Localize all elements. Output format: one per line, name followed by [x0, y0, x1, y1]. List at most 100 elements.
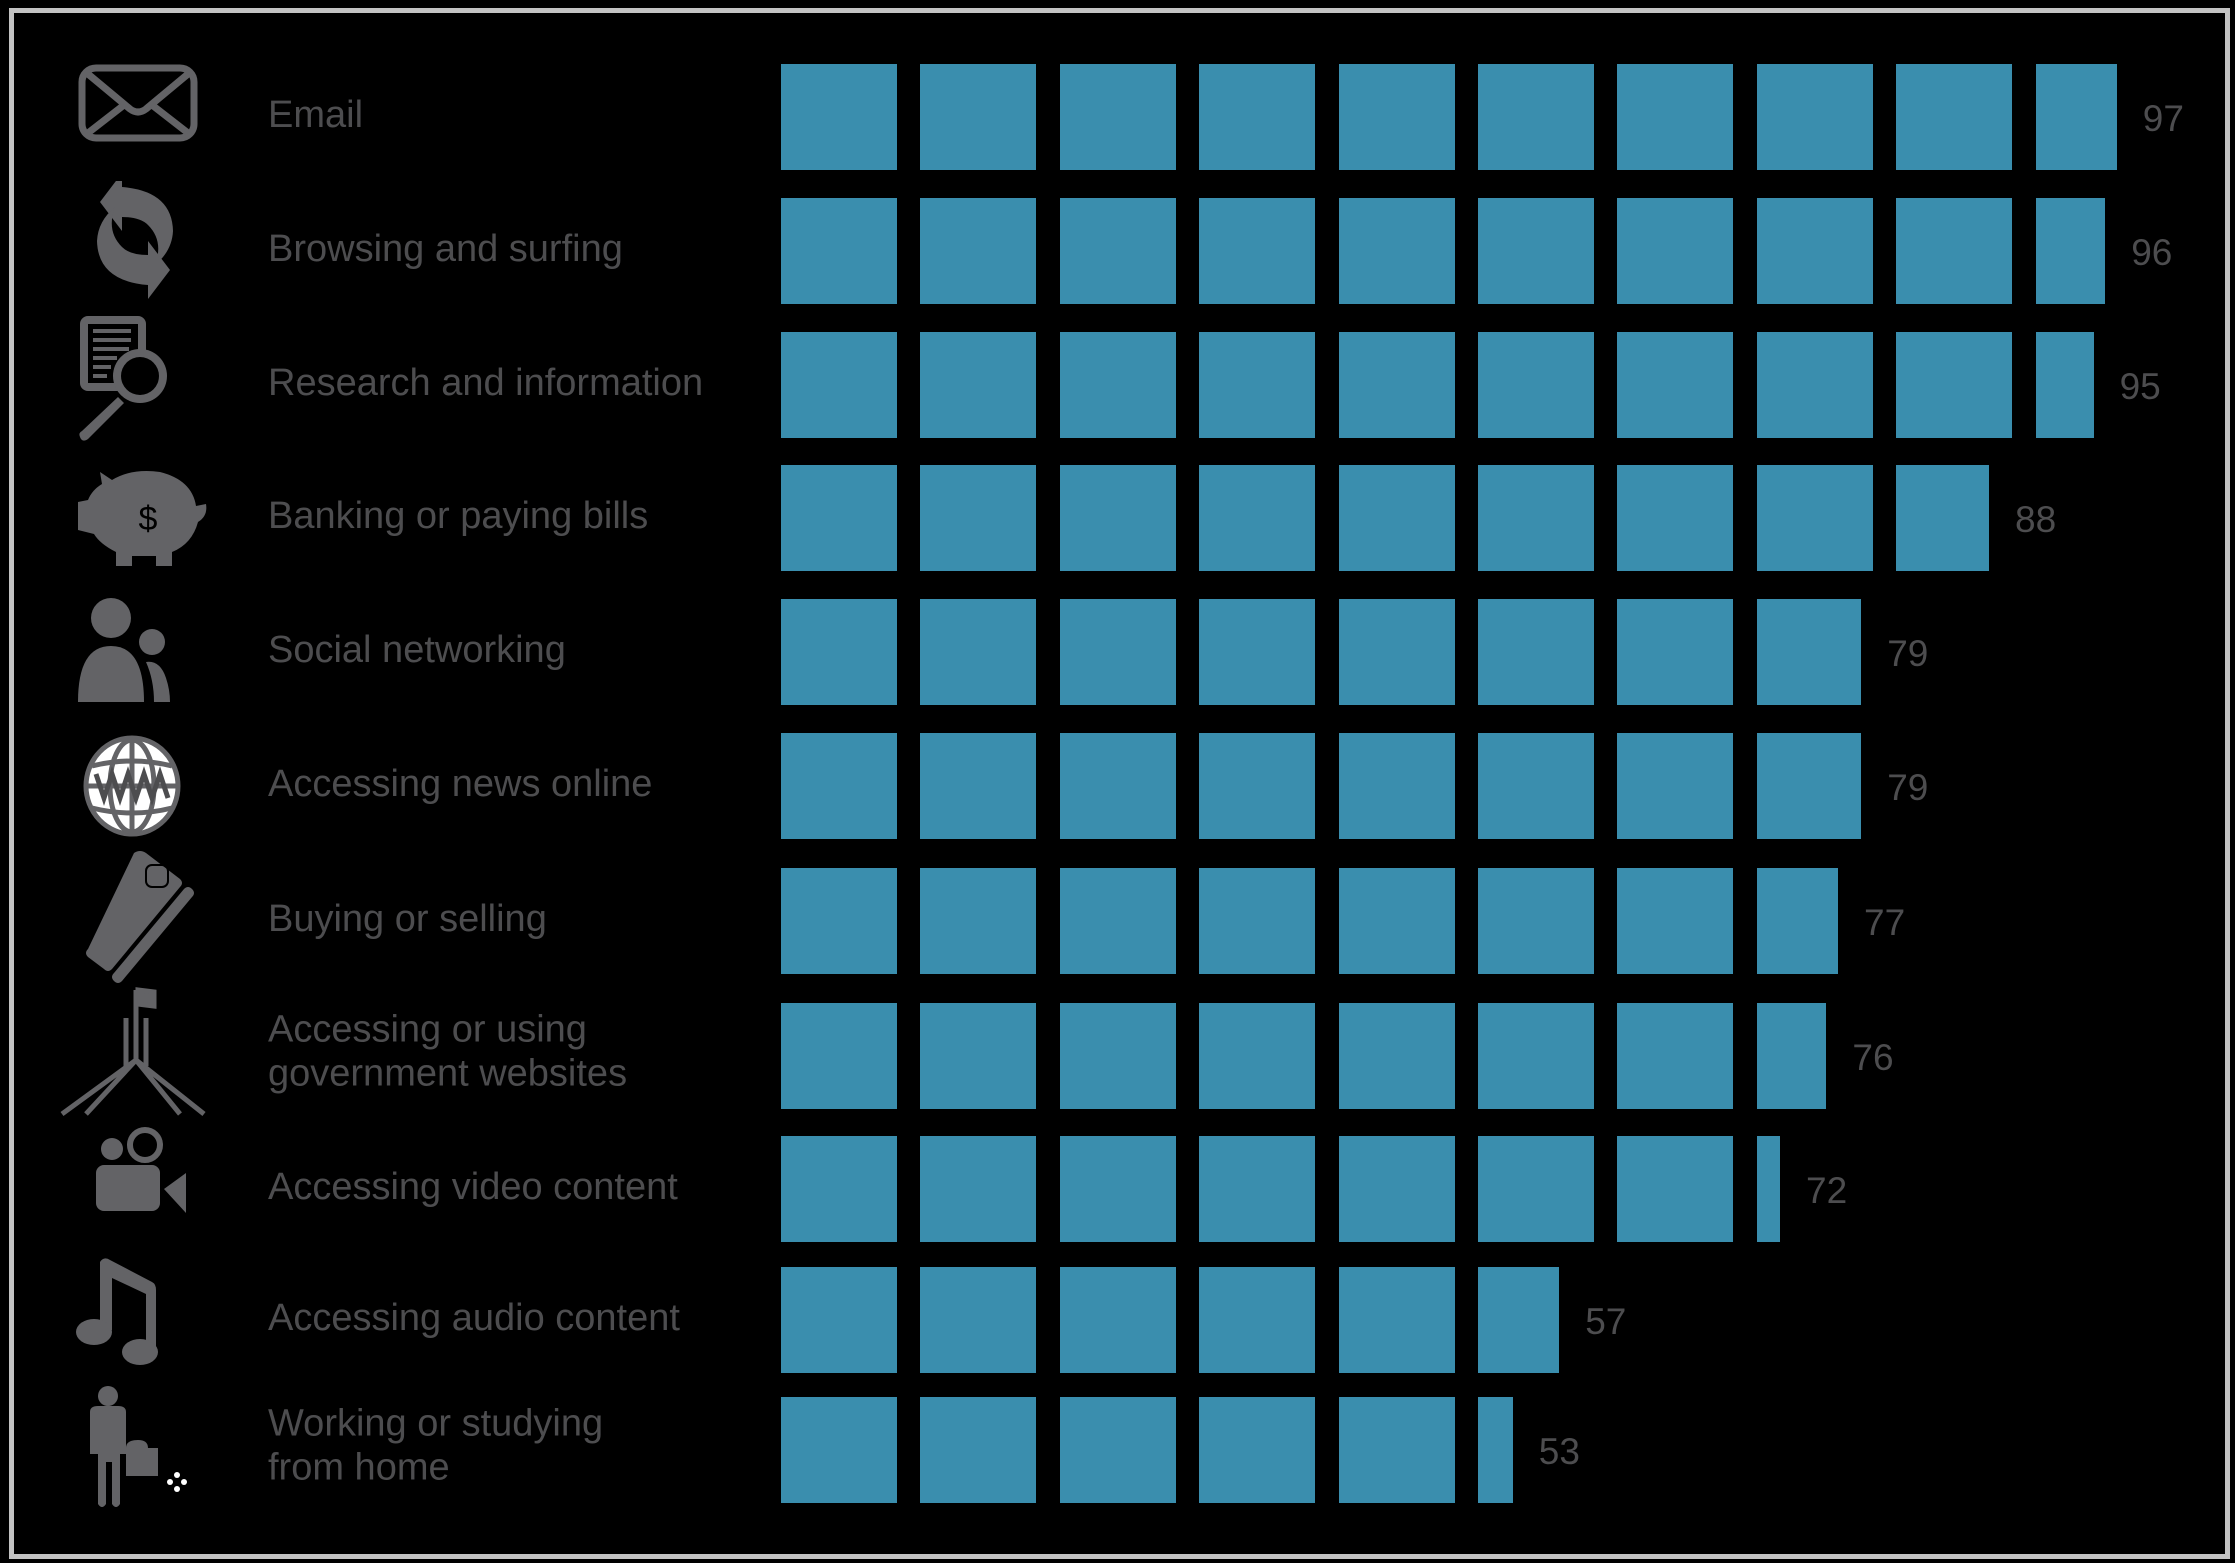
bar-block — [920, 599, 1037, 705]
chart-frame — [9, 8, 2230, 1559]
bar-block — [1338, 1397, 1455, 1503]
bar-block — [1478, 733, 1594, 839]
bar-block — [1896, 332, 2013, 438]
bar-block — [1059, 332, 1176, 438]
bar-block — [1617, 1136, 1734, 1242]
category-label-line: Email — [268, 93, 364, 136]
bar-block — [1338, 465, 1455, 571]
music-note-icon — [60, 1250, 210, 1390]
category-label: Research and information — [268, 361, 703, 405]
envelope-icon — [60, 47, 210, 187]
bar-block — [1338, 64, 1455, 170]
bar-block — [920, 198, 1037, 304]
bar-block — [1617, 465, 1734, 571]
bar-block — [1756, 465, 1873, 571]
bar-block — [1478, 465, 1594, 571]
bar-block — [1478, 198, 1594, 304]
bar-block — [781, 1003, 897, 1109]
bar-block — [1199, 64, 1316, 170]
bar-block — [2035, 332, 2094, 438]
bar-block — [1478, 64, 1594, 170]
credit-card-icon — [60, 851, 210, 991]
bar-block — [1059, 868, 1176, 974]
bar-block — [1617, 868, 1734, 974]
piggy-bank-icon: $ — [60, 448, 210, 588]
people-icon — [60, 582, 210, 722]
category-label-line: Social networking — [268, 628, 566, 671]
value-label: 57 — [1585, 1301, 1627, 1342]
bar-block — [1199, 1136, 1316, 1242]
category-label: Accessing audio content — [268, 1296, 680, 1340]
parliament-house-icon — [60, 986, 210, 1126]
bar-block — [1199, 1003, 1316, 1109]
bar-block — [1478, 868, 1594, 974]
bar-block — [920, 733, 1037, 839]
bar-block — [1756, 733, 1862, 839]
value-label: 96 — [2131, 232, 2173, 273]
bar-block — [2035, 198, 2106, 304]
bar-block — [1756, 868, 1838, 974]
globe-www-icon — [60, 716, 210, 856]
value-label: 79 — [1887, 767, 1929, 808]
chart-row: Research and information 95 — [0, 316, 2235, 441]
bar-block — [1756, 64, 1873, 170]
bar-block — [920, 1003, 1037, 1109]
bar-block — [920, 1136, 1037, 1242]
bar-block — [781, 1136, 897, 1242]
bar-block — [1338, 733, 1455, 839]
category-label: Working or studying from home — [268, 1402, 603, 1490]
bar-block — [1199, 198, 1316, 304]
bar-block — [920, 465, 1037, 571]
category-label-line: Accessing video content — [268, 1165, 678, 1208]
category-label: Buying or selling — [268, 897, 547, 941]
chart-row: Accessing news online 79 — [0, 733, 2235, 839]
bar-block — [1617, 599, 1734, 705]
category-label: Banking or paying bills — [268, 494, 648, 538]
category-label-line: Working or studying — [268, 1402, 604, 1445]
value-label: 76 — [1852, 1037, 1894, 1078]
bar-block — [1756, 1136, 1780, 1242]
bar-block — [1338, 198, 1455, 304]
category-label-line: Accessing audio content — [268, 1296, 680, 1339]
bar-block — [781, 64, 897, 170]
bar-block — [1059, 465, 1176, 571]
bar-block — [1059, 64, 1176, 170]
bar-block — [1199, 332, 1316, 438]
bar-block — [1478, 1267, 1560, 1373]
chart-row: $ Banking or paying bills 88 — [0, 465, 2235, 571]
refresh-arrows-icon — [60, 181, 210, 321]
bar-block — [781, 733, 897, 839]
category-label-line: Banking or paying bills — [268, 494, 649, 537]
svg-text:$: $ — [139, 500, 158, 538]
value-label: 79 — [1887, 633, 1929, 674]
value-label: 95 — [2119, 366, 2161, 407]
bar-block — [781, 868, 897, 974]
bar-block — [1756, 332, 1873, 438]
bar-block — [1338, 599, 1455, 705]
category-label: Social networking — [268, 628, 566, 672]
bar-block — [1338, 1267, 1455, 1373]
category-label-line: Accessing or using — [268, 1008, 587, 1051]
bar-block — [1199, 1267, 1316, 1373]
bar-block — [920, 868, 1037, 974]
bar-block — [781, 599, 897, 705]
video-camera-icon — [60, 1119, 210, 1259]
bar-block — [1756, 1003, 1827, 1109]
category-label-line: Research and information — [268, 361, 704, 404]
value-label: 88 — [2015, 499, 2057, 540]
category-label-line: government websites — [268, 1052, 628, 1095]
value-label: 53 — [1538, 1431, 1580, 1472]
bar-block — [1896, 465, 1989, 571]
bar-block — [1059, 1267, 1176, 1373]
bar-block — [1338, 332, 1455, 438]
bar-block — [1059, 1397, 1176, 1503]
chart-row: Accessing or using government websites 76 — [0, 987, 2235, 1117]
bar-block — [1617, 64, 1734, 170]
chart-row: Working or studying from home 53 — [0, 1386, 2235, 1507]
bar-block — [1059, 198, 1176, 304]
category-label: Email — [268, 93, 363, 137]
category-label-line: Browsing and surfing — [268, 227, 623, 270]
bar-block — [920, 64, 1037, 170]
bar-block — [1756, 599, 1862, 705]
category-label: Accessing or using government websites — [268, 1008, 627, 1096]
